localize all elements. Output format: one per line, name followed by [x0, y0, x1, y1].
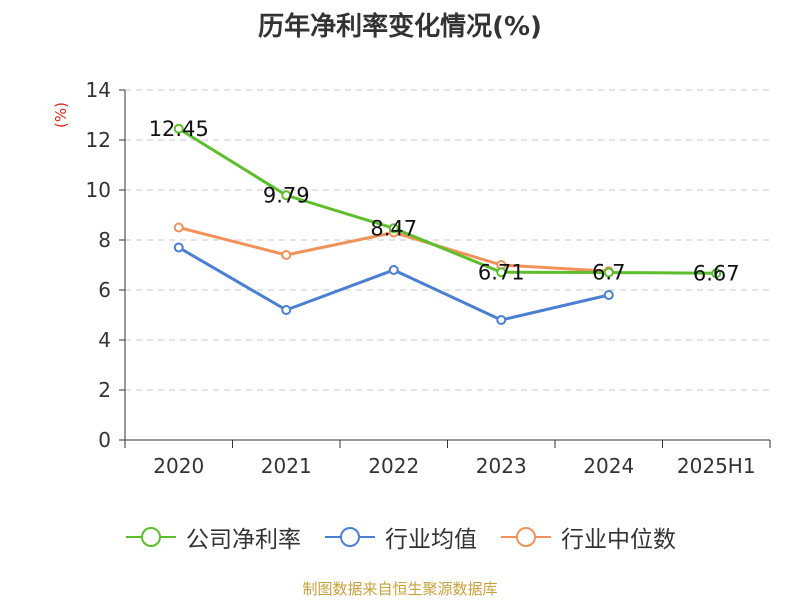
- y-tick-label: 0: [98, 428, 111, 452]
- data-label: 6.71: [478, 260, 525, 284]
- x-tick-label: 2020: [153, 454, 204, 478]
- legend-item-company[interactable]: 公司净利率: [124, 520, 301, 554]
- legend-item-industry-mean[interactable]: 行业均值: [323, 520, 477, 554]
- legend-label-industry-median: 行业中位数: [561, 527, 676, 553]
- series-line: [177, 246, 610, 322]
- x-tick-label: 2021: [261, 454, 312, 478]
- chart-plot: 0 2 4 6 8 10 12 14 2020 2021 2022 2023 2024 2025H1 12.…: [86, 78, 771, 478]
- data-point: [281, 250, 292, 260]
- y-tick-label: 12: [86, 128, 111, 152]
- x-tick-label: 2023: [476, 454, 527, 478]
- data-source-note: 制图数据来自恒生聚源数据库: [302, 580, 498, 598]
- data-point: [388, 223, 399, 234]
- data-label: 6.7: [592, 261, 625, 285]
- legend-marker-industry-median: [501, 527, 551, 547]
- data-point: [281, 305, 292, 315]
- y-tick-label: 4: [98, 328, 111, 352]
- data-label: 8.47: [370, 216, 417, 240]
- legend-marker-industry-mean: [325, 527, 375, 547]
- y-tick-label: 2: [98, 378, 111, 402]
- data-point: [496, 267, 507, 278]
- legend-item-industry-median[interactable]: 行业中位数: [499, 520, 676, 554]
- data-point: [603, 290, 614, 300]
- legend-label-industry-mean: 行业均值: [385, 527, 477, 553]
- data-point: [173, 222, 184, 233]
- data-point: [281, 190, 292, 201]
- y-tick-label: 8: [98, 228, 111, 252]
- data-point: [711, 268, 722, 279]
- x-tick-label: 2024: [583, 454, 634, 478]
- chart-legend: 公司净利率 行业均值 行业中位数: [0, 520, 800, 554]
- y-tick-label: 6: [98, 278, 111, 302]
- chart-title: 历年净利率变化情况(%): [258, 12, 542, 42]
- data-point: [603, 267, 614, 278]
- data-label: 6.67: [693, 261, 740, 285]
- data-label: 9.79: [263, 183, 310, 207]
- y-tick-label: 10: [86, 178, 111, 202]
- series-line: [177, 127, 717, 275]
- data-label: 12.45: [149, 117, 209, 141]
- data-point: [496, 315, 507, 325]
- data-point: [173, 123, 184, 134]
- y-tick-label: 14: [86, 78, 111, 102]
- legend-label-company: 公司净利率: [186, 527, 301, 553]
- x-tick-label: 2025H1: [677, 454, 756, 478]
- x-tick-label: 2022: [368, 454, 419, 478]
- data-point: [388, 265, 399, 275]
- data-point: [173, 242, 184, 253]
- legend-marker-company: [126, 527, 176, 547]
